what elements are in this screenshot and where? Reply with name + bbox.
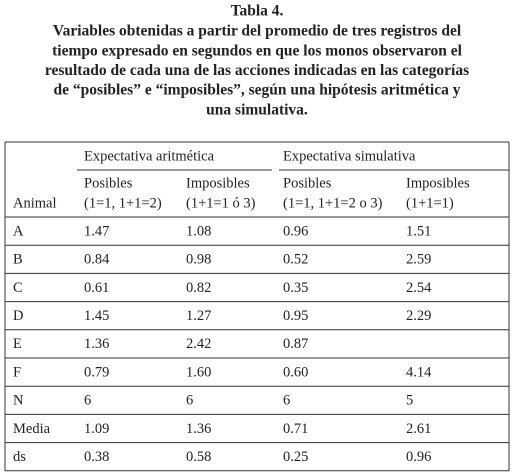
row-label: C: [13, 280, 23, 296]
cell: 0.38: [84, 449, 109, 465]
group-header: Expectativa aritmética: [84, 148, 215, 164]
column-header: (1=1, 1+1=2): [84, 195, 162, 211]
row-label: F: [13, 364, 21, 380]
caption-title: Tabla 4.: [231, 3, 284, 20]
cell: 4.14: [406, 364, 432, 380]
cell: 0.87: [283, 336, 308, 352]
column-header: Imposibles: [186, 175, 250, 191]
caption-line: de “posibles” e “imposibles”, según una …: [54, 82, 461, 99]
cell: 0.71: [283, 421, 308, 437]
row-label: Media: [13, 421, 51, 437]
cell: 1.45: [84, 308, 109, 324]
cell: 2.54: [406, 280, 432, 296]
cell: 6: [186, 393, 193, 409]
cell: 0.79: [84, 364, 109, 380]
cell: 2.61: [406, 421, 431, 437]
cell: 1.60: [186, 364, 211, 380]
cell: 0.96: [283, 223, 308, 239]
row-label: E: [13, 336, 22, 352]
cell: 0.61: [84, 280, 109, 296]
cell: 6: [283, 393, 290, 409]
cell: 1.09: [84, 421, 109, 437]
caption-line: tiempo expresado en segundos en que los …: [52, 42, 462, 59]
cell: 1.51: [406, 223, 431, 239]
caption-line: una simulativa.: [206, 101, 308, 118]
cell: 0.60: [283, 364, 308, 380]
cell: 0.84: [84, 252, 110, 268]
cell: 5: [406, 393, 413, 409]
cell: 0.95: [283, 308, 308, 324]
row-header: Animal: [13, 195, 57, 211]
cell: 1.27: [186, 308, 211, 324]
cell: 1.08: [186, 223, 211, 239]
row-label: N: [13, 393, 24, 409]
cell: 2.42: [186, 336, 211, 352]
cell: 1.36: [84, 336, 109, 352]
column-header: Posibles: [84, 175, 133, 191]
cell: 0.52: [283, 252, 308, 268]
cell: 2.29: [406, 308, 431, 324]
caption-line: Variables obtenidas a partir del promedi…: [53, 23, 462, 40]
cell: 0.96: [406, 449, 431, 465]
cell: 0.25: [283, 449, 308, 465]
row-label: A: [13, 223, 24, 239]
row-label: ds: [13, 449, 26, 465]
column-header: (1=1, 1+1=2 o 3): [283, 195, 383, 211]
cell: 0.98: [186, 252, 211, 268]
caption-line: resultado de cada una de las acciones in…: [45, 62, 469, 79]
cell: 1.47: [84, 223, 109, 239]
column-header: Imposibles: [406, 175, 470, 191]
column-header: (1+1=1 ó 3): [186, 195, 256, 211]
cell: 0.35: [283, 280, 308, 296]
group-header: Expectativa simulativa: [283, 148, 416, 164]
cell: 2.59: [406, 252, 431, 268]
cell: 0.58: [186, 449, 211, 465]
column-header: (1+1=1): [406, 195, 454, 211]
column-header: Posibles: [283, 175, 332, 191]
row-label: D: [13, 308, 23, 324]
row-label: B: [13, 252, 23, 268]
cell: 6: [84, 393, 91, 409]
cell: 1.36: [186, 421, 211, 437]
cell: 0.82: [186, 280, 211, 296]
